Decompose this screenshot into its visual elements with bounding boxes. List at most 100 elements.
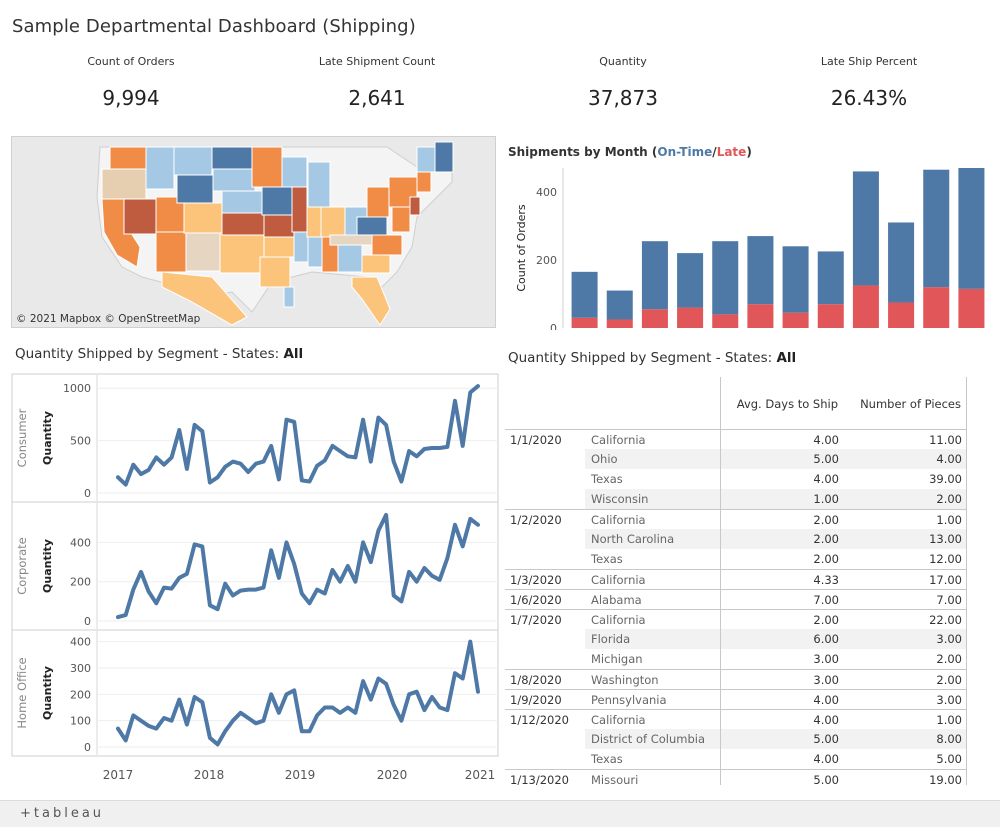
page-title: Sample Departmental Dashboard (Shipping): [12, 16, 416, 37]
us-states-map[interactable]: © 2021 Mapbox © OpenStreetMap: [11, 136, 496, 328]
bar-late[interactable]: [571, 317, 598, 328]
bar-late[interactable]: [923, 287, 950, 328]
bar-on-time[interactable]: [747, 236, 774, 305]
segment-line-consumer[interactable]: [116, 384, 480, 487]
cell-state: California: [591, 573, 646, 587]
table-row[interactable]: 1/6/2020 Alabama 7.00 7.00: [505, 589, 967, 609]
map-svg[interactable]: [12, 137, 496, 328]
table-row[interactable]: Florida 6.00 3.00: [505, 629, 967, 649]
bar-title-slash: /: [712, 145, 717, 159]
table-row[interactable]: 1/1/2020 California 4.00 11.00: [505, 429, 967, 449]
line-y-tick: 400: [70, 536, 91, 549]
bar-on-time[interactable]: [677, 253, 704, 308]
table-row[interactable]: Ohio 5.00 4.00: [505, 449, 967, 469]
map-credit[interactable]: © 2021 Mapbox © OpenStreetMap: [16, 313, 201, 325]
kpi-late-ship-percent[interactable]: Late Ship Percent 26.43%: [749, 55, 989, 110]
bar-late[interactable]: [641, 309, 668, 328]
bar-late[interactable]: [677, 307, 704, 328]
line-y-label: Quantity: [41, 666, 54, 720]
cell-avg-days: 4.33: [813, 573, 839, 587]
cell-pieces: 12.00: [929, 552, 962, 566]
table-row[interactable]: Wisconsin 1.00 2.00: [505, 489, 967, 509]
segment-line-home-office[interactable]: [116, 639, 480, 747]
cell-date: 1/1/2020: [510, 433, 562, 447]
bar-on-time[interactable]: [641, 241, 668, 310]
header-number-of-pieces[interactable]: Number of Pieces: [860, 397, 961, 411]
cell-pieces: 3.00: [936, 632, 962, 646]
table-row[interactable]: 1/13/2020 Missouri 5.00 19.00: [505, 769, 967, 785]
state-shapes[interactable]: [101, 141, 454, 326]
row-band: [585, 449, 967, 469]
table-row[interactable]: North Carolina 2.00 13.00: [505, 529, 967, 549]
table-row[interactable]: 1/12/2020 California 4.00 1.00: [505, 709, 967, 729]
table-row[interactable]: District of Columbia 5.00 8.00: [505, 729, 967, 749]
tableau-logo[interactable]: +tableau: [20, 806, 105, 821]
line-y-tick: 0: [84, 615, 91, 628]
cell-avg-days: 2.00: [813, 613, 839, 627]
bar-late[interactable]: [712, 314, 739, 328]
bar-on-time[interactable]: [958, 168, 985, 289]
header-avg-days[interactable]: Avg. Days to Ship: [736, 397, 838, 411]
cell-avg-days: 5.00: [813, 773, 839, 785]
cell-date: 1/8/2020: [510, 673, 562, 687]
table-row[interactable]: 1/8/2020 Washington 3.00 2.00: [505, 669, 967, 689]
bar-on-time[interactable]: [782, 246, 809, 313]
footer-bar: +tableau: [0, 800, 1000, 827]
table-row[interactable]: 1/3/2020 California 4.33 17.00: [505, 569, 967, 589]
cell-state: California: [591, 613, 646, 627]
cell-state: District of Columbia: [591, 732, 705, 746]
kpi-value: 26.43%: [830, 86, 908, 110]
bar-on-time[interactable]: [852, 171, 879, 286]
bar-title-suffix: ): [746, 145, 752, 159]
table-body: 1/1/2020 California 4.00 11.00 Ohio 5.00 4.00 T…: [505, 429, 967, 785]
table-header: Avg. Days to Ship Number of Pieces: [720, 377, 967, 429]
segment-line-corporate[interactable]: [116, 512, 480, 620]
bar-y-label: Count of Orders: [515, 204, 528, 292]
cell-pieces: 3.00: [936, 693, 962, 707]
table-row[interactable]: 1/2/2020 California 2.00 1.00: [505, 509, 967, 529]
bar-late[interactable]: [958, 288, 985, 328]
bar-title-prefix: Shipments by Month (: [508, 145, 658, 159]
segment-label: Consumer: [15, 408, 29, 467]
cell-avg-days: 2.00: [813, 552, 839, 566]
bar-late[interactable]: [817, 304, 844, 328]
table-title-filter[interactable]: All: [776, 350, 797, 366]
bar-on-time[interactable]: [606, 290, 633, 320]
cell-state: Florida: [591, 632, 631, 646]
table-row[interactable]: 1/9/2020 Pennsylvania 4.00 3.00: [505, 689, 967, 709]
line-y-tick: 100: [70, 715, 91, 728]
table-row[interactable]: Texas 4.00 39.00: [505, 469, 967, 489]
line-title-filter[interactable]: All: [283, 346, 304, 362]
table-row[interactable]: Texas 2.00 12.00: [505, 549, 967, 569]
bar-on-time[interactable]: [571, 271, 598, 318]
bar-on-time[interactable]: [888, 222, 915, 303]
legend-on-time[interactable]: On-Time: [657, 145, 713, 159]
bar-late[interactable]: [606, 319, 633, 328]
row-band: [585, 529, 967, 549]
cell-avg-days: 5.00: [813, 452, 839, 466]
table-row[interactable]: Michigan 3.00 2.00: [505, 649, 967, 669]
shipping-table[interactable]: Avg. Days to Ship Number of Pieces 1/1/2…: [505, 377, 967, 785]
line-y-label: Quantity: [41, 539, 54, 593]
bar-late[interactable]: [782, 312, 809, 328]
cell-date: 1/7/2020: [510, 613, 562, 627]
bar-on-time[interactable]: [712, 241, 739, 315]
bar-on-time[interactable]: [817, 251, 844, 305]
kpi-quantity[interactable]: Quantity 37,873: [503, 55, 743, 110]
table-title-prefix: Quantity Shipped by Segment - States:: [508, 350, 777, 366]
bar-late[interactable]: [852, 285, 879, 328]
cell-avg-days: 5.00: [813, 732, 839, 746]
cell-state: Wisconsin: [591, 492, 649, 506]
bar-late[interactable]: [888, 302, 915, 328]
legend-late[interactable]: Late: [716, 145, 747, 159]
line-x-tick: 2017: [103, 768, 134, 782]
bar-on-time[interactable]: [923, 169, 950, 288]
table-row[interactable]: 1/7/2020 California 2.00 22.00: [505, 609, 967, 629]
table-row[interactable]: Texas 4.00 5.00: [505, 749, 967, 769]
kpi-count-of-orders[interactable]: Count of Orders 9,994: [11, 55, 251, 110]
kpi-late-shipment-count[interactable]: Late Shipment Count 2,641: [257, 55, 497, 110]
bar-late[interactable]: [747, 304, 774, 328]
row-band: [585, 590, 967, 610]
shipments-by-month-chart[interactable]: 0 200 400 Count of Orders: [505, 168, 995, 330]
